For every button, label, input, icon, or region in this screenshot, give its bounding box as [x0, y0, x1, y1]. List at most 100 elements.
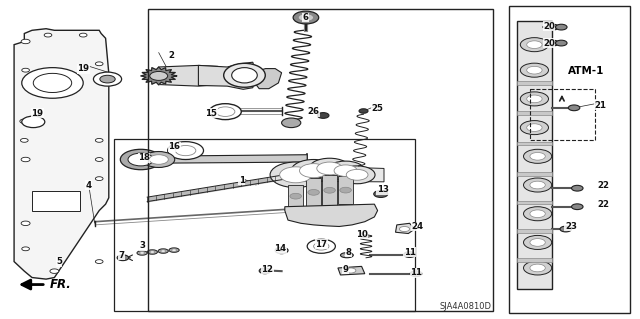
Polygon shape	[517, 81, 552, 85]
Circle shape	[120, 149, 161, 170]
Circle shape	[527, 41, 542, 48]
Circle shape	[290, 193, 301, 199]
Ellipse shape	[344, 254, 350, 256]
Circle shape	[410, 271, 422, 277]
Circle shape	[404, 252, 415, 257]
Circle shape	[374, 190, 388, 197]
Polygon shape	[141, 67, 177, 85]
Polygon shape	[338, 176, 353, 204]
Polygon shape	[517, 142, 552, 145]
Polygon shape	[322, 175, 337, 206]
Circle shape	[21, 221, 30, 226]
Text: 7: 7	[118, 251, 125, 260]
Text: 10: 10	[356, 230, 367, 239]
Text: 3: 3	[139, 241, 145, 250]
Text: 21: 21	[595, 101, 606, 110]
Circle shape	[20, 138, 28, 142]
Circle shape	[22, 68, 29, 72]
Text: 22: 22	[597, 200, 609, 209]
Text: 15: 15	[205, 109, 217, 118]
Circle shape	[298, 14, 314, 21]
Text: 2: 2	[168, 51, 175, 60]
Circle shape	[100, 75, 115, 83]
Polygon shape	[517, 201, 552, 204]
Circle shape	[524, 178, 552, 192]
Circle shape	[530, 181, 545, 189]
Circle shape	[50, 269, 59, 273]
Bar	[148, 9, 493, 311]
Circle shape	[44, 33, 52, 37]
Ellipse shape	[172, 249, 177, 251]
Circle shape	[524, 149, 552, 163]
Text: SJA4A0810D: SJA4A0810D	[440, 302, 492, 311]
Ellipse shape	[137, 251, 147, 255]
Circle shape	[524, 207, 552, 221]
Text: 16: 16	[168, 142, 180, 151]
Circle shape	[22, 68, 83, 98]
Circle shape	[317, 162, 342, 175]
Polygon shape	[159, 65, 227, 86]
Circle shape	[93, 72, 122, 86]
Circle shape	[128, 153, 154, 166]
Circle shape	[300, 164, 328, 178]
Text: ATM-1: ATM-1	[568, 66, 605, 76]
Bar	[32, 191, 80, 211]
Circle shape	[527, 66, 542, 74]
Circle shape	[568, 105, 580, 111]
Text: 6: 6	[303, 13, 309, 22]
Ellipse shape	[150, 251, 155, 253]
Circle shape	[530, 239, 545, 246]
Circle shape	[308, 189, 319, 195]
Polygon shape	[517, 229, 552, 233]
Circle shape	[21, 157, 30, 162]
Circle shape	[340, 187, 351, 193]
Text: 11: 11	[404, 248, 415, 256]
Circle shape	[359, 109, 368, 113]
Circle shape	[282, 118, 301, 128]
Text: 20: 20	[543, 22, 555, 31]
Polygon shape	[338, 266, 365, 275]
Circle shape	[524, 261, 552, 275]
Circle shape	[520, 38, 548, 52]
Text: 23: 23	[565, 222, 577, 231]
Circle shape	[314, 242, 329, 250]
Circle shape	[95, 158, 103, 161]
Circle shape	[275, 247, 288, 254]
Circle shape	[547, 24, 559, 30]
Circle shape	[524, 235, 552, 249]
Text: 19: 19	[77, 64, 89, 73]
Circle shape	[547, 40, 559, 46]
Circle shape	[530, 210, 545, 218]
Circle shape	[278, 249, 285, 252]
Circle shape	[175, 145, 196, 156]
Circle shape	[572, 185, 583, 191]
Circle shape	[209, 104, 241, 120]
Circle shape	[520, 63, 548, 77]
Text: 22: 22	[597, 181, 609, 189]
Bar	[509, 6, 630, 313]
Circle shape	[317, 113, 329, 118]
Circle shape	[22, 247, 29, 251]
Polygon shape	[517, 258, 552, 262]
Polygon shape	[255, 69, 282, 89]
Polygon shape	[396, 223, 415, 234]
Circle shape	[334, 165, 357, 176]
Circle shape	[399, 226, 410, 232]
Circle shape	[309, 158, 350, 179]
Ellipse shape	[161, 250, 166, 252]
Polygon shape	[288, 185, 303, 207]
Circle shape	[572, 204, 583, 210]
Text: 24: 24	[412, 222, 423, 231]
Polygon shape	[517, 172, 552, 176]
Circle shape	[143, 152, 175, 167]
Circle shape	[530, 264, 545, 272]
Circle shape	[79, 33, 87, 37]
Circle shape	[293, 11, 319, 24]
Circle shape	[259, 268, 271, 274]
Circle shape	[21, 39, 30, 44]
Ellipse shape	[224, 63, 266, 87]
Circle shape	[560, 226, 572, 232]
Circle shape	[556, 24, 567, 30]
Polygon shape	[306, 178, 321, 207]
Text: 8: 8	[346, 248, 352, 256]
